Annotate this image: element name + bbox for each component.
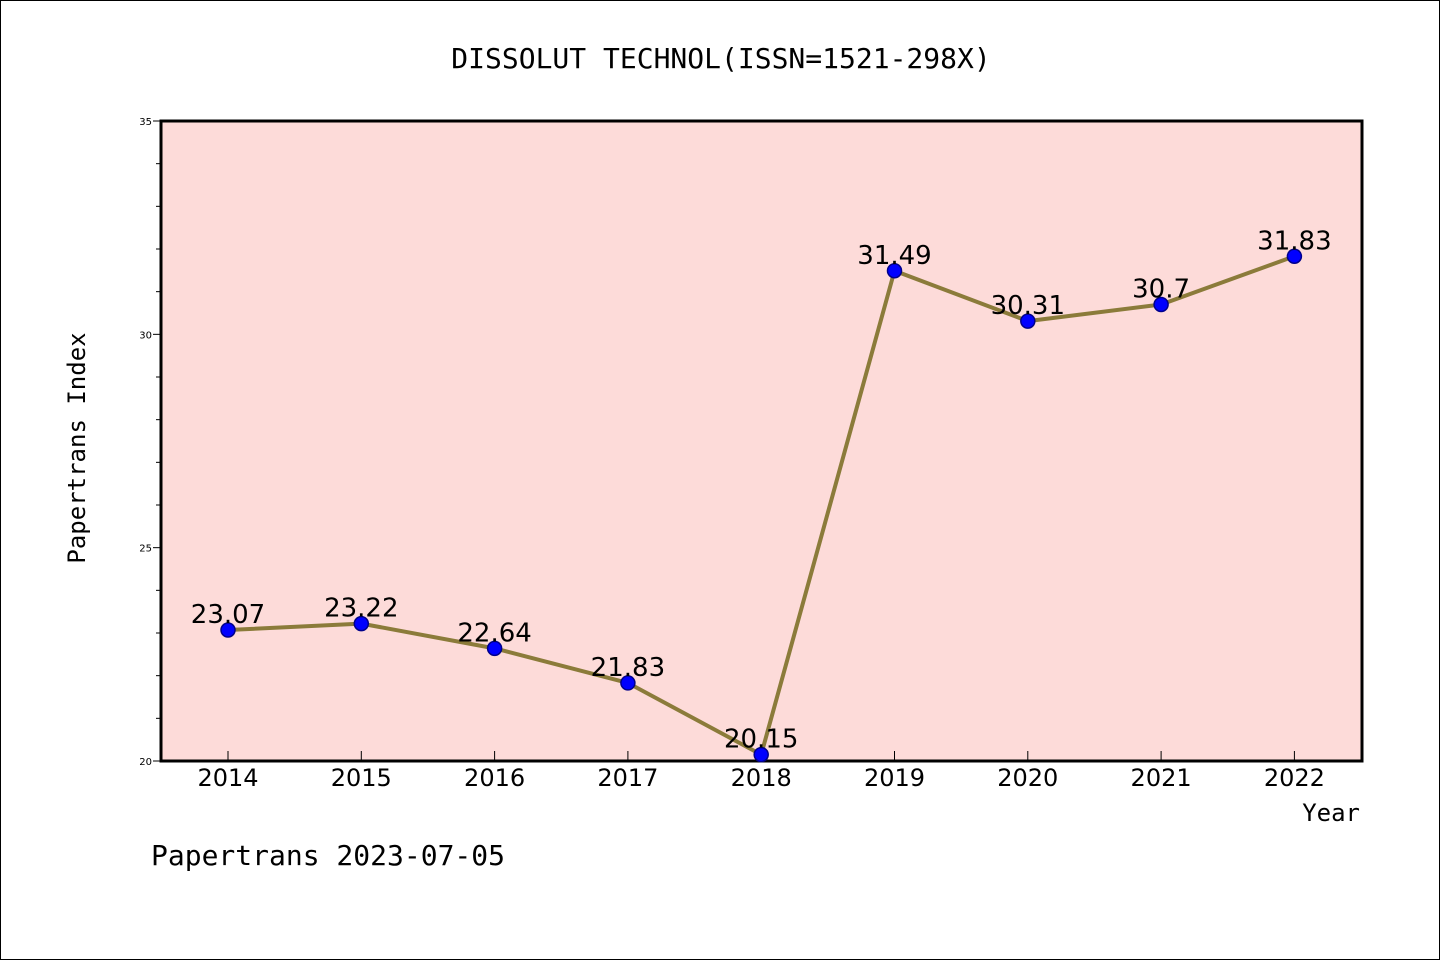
chart-title: DISSOLUT TECHNOL(ISSN=1521-298X) [451,42,990,75]
data-label: 23.07 [191,600,265,630]
x-tick-label: 2019 [864,764,925,792]
data-label: 30.31 [991,291,1065,321]
data-point [1286,248,1303,265]
data-label: 22.64 [457,618,531,648]
data-point [220,622,236,638]
y-tick-label: 30 [139,330,152,341]
data-point [753,746,769,763]
x-tick-label: 2015 [331,764,392,792]
data-label: 30.7 [1132,274,1190,304]
plot-area [159,119,1364,763]
data-point [620,675,636,691]
x-axis: 2014 2015 2016 2017 2018 2019 2020 2021 2022 [197,751,1325,792]
y-axis-title: Papertrans Index [63,332,91,563]
data-label-group: 23.07 23.22 22.64 21.83 20.15 31.49 30.31 30.7 3… [191,226,1332,754]
data-label: 23.22 [324,594,398,624]
data-label: 20.15 [724,725,798,755]
x-tick-label: 2022 [1264,764,1325,792]
x-tick-label: 2018 [731,764,792,792]
data-label: 31.83 [1257,226,1331,256]
y-tick-label: 25 [139,544,152,555]
y-axis: 20 25 30 35 [139,117,161,768]
footer-watermark: Papertrans 2023-07-05 [151,839,505,872]
x-tick-label: 2020 [997,764,1058,792]
x-tick-label: 2014 [197,764,258,792]
series-group [220,248,1303,763]
x-tick-label: 2017 [597,764,658,792]
data-point [1020,313,1036,329]
data-label: 21.83 [591,653,665,683]
data-point [1153,296,1169,313]
x-tick-label: 2021 [1131,764,1192,792]
data-point [886,263,903,279]
data-label: 31.49 [857,241,931,271]
y-tick-label: 20 [139,757,152,768]
x-tick-label: 2016 [464,764,525,792]
x-axis-title: Year [1302,799,1360,827]
data-point [353,615,370,632]
y-tick-label: 35 [139,117,152,128]
data-point [486,640,503,657]
